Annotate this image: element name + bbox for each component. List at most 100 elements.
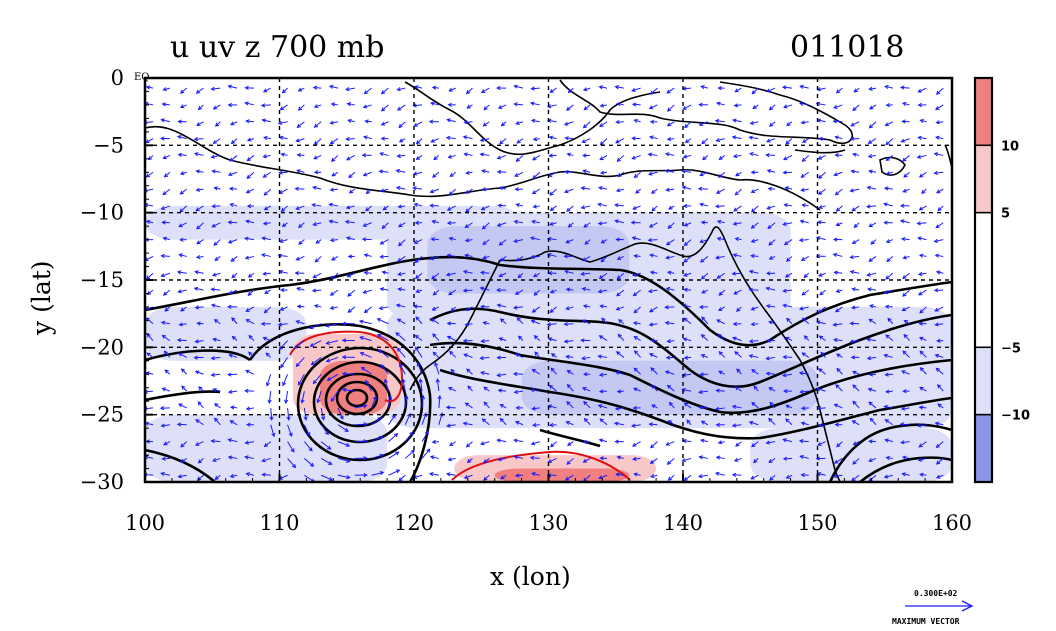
wind-vector — [580, 338, 591, 343]
wind-vector — [750, 222, 759, 229]
wind-vector — [295, 205, 305, 211]
wind-vector — [513, 238, 524, 243]
wind-vector — [363, 135, 372, 140]
wind-vector — [818, 335, 826, 341]
wind-vector — [921, 188, 927, 195]
wind-vector — [716, 319, 725, 325]
wind-vector — [799, 84, 809, 89]
colorbar: 10 5 −5 −10 — [973, 76, 1030, 484]
wind-vector — [686, 419, 692, 426]
wind-vector — [337, 457, 351, 463]
wind-vector — [597, 289, 608, 294]
wind-vector — [836, 367, 843, 375]
wind-vector — [683, 317, 692, 325]
wind-vector — [647, 237, 658, 243]
wind-vector — [615, 351, 625, 358]
wind-vector — [213, 186, 221, 191]
wind-vector — [549, 422, 557, 428]
wind-vector — [329, 238, 339, 243]
wind-vector — [516, 317, 524, 325]
wind-vector — [311, 202, 322, 208]
wind-vector — [365, 379, 373, 392]
wind-vector — [937, 384, 944, 392]
wind-vector — [750, 253, 759, 259]
wind-vector — [516, 138, 524, 144]
wind-vector — [614, 85, 624, 90]
wind-vector — [583, 417, 591, 426]
wind-vector — [446, 321, 456, 326]
wind-vector — [867, 287, 877, 292]
wind-vector — [883, 186, 893, 191]
wind-vector — [616, 102, 624, 107]
wind-vector — [817, 154, 826, 160]
wind-vector — [230, 138, 238, 145]
wind-vector — [565, 239, 574, 244]
wind-vector — [396, 87, 406, 92]
wind-vector — [371, 395, 377, 409]
wind-vector — [666, 384, 675, 392]
wind-vector — [414, 272, 423, 279]
wind-vector — [312, 185, 322, 190]
colorbar-frame — [973, 76, 994, 484]
wind-vector — [582, 457, 591, 463]
wind-vector — [447, 102, 456, 107]
wind-vector — [751, 401, 759, 409]
wind-vector — [783, 104, 793, 109]
wind-vector — [227, 171, 238, 177]
wind-vector — [917, 87, 927, 93]
wind-vector — [835, 87, 843, 94]
wind-vector — [899, 422, 910, 427]
wind-vector — [832, 252, 843, 258]
wind-vector — [365, 205, 372, 212]
wind-vector — [648, 104, 658, 110]
wind-vector — [781, 85, 793, 90]
wind-vector — [193, 355, 204, 360]
wind-vector — [246, 137, 255, 142]
wind-vector — [883, 474, 893, 479]
wind-vector — [883, 289, 893, 295]
wind-vector — [395, 303, 406, 308]
wind-vector — [529, 455, 540, 460]
wind-vector — [799, 389, 809, 394]
wind-vector — [320, 441, 332, 450]
wind-vector — [260, 103, 271, 108]
wind-vector — [563, 321, 574, 327]
wind-vector — [211, 272, 221, 277]
wind-vector — [195, 169, 204, 174]
wind-vector — [597, 404, 608, 409]
wind-vector — [160, 423, 170, 428]
wind-vector — [786, 317, 793, 325]
wind-vector — [265, 352, 272, 358]
wind-vector — [866, 204, 877, 209]
wind-vector — [496, 355, 507, 360]
wind-vector — [278, 340, 288, 351]
wind-vector — [684, 138, 692, 144]
wind-vector — [666, 270, 675, 275]
wind-vector — [284, 391, 289, 404]
wind-vector — [868, 169, 877, 174]
wind-vector — [834, 135, 843, 140]
wind-vector — [404, 431, 414, 442]
wind-vector — [798, 371, 809, 376]
wind-vector — [883, 202, 893, 207]
wind-vector — [248, 334, 255, 341]
wind-vector — [420, 394, 426, 408]
wind-vector — [598, 272, 608, 280]
wind-vector — [480, 370, 490, 376]
wind-vector — [884, 372, 893, 377]
wind-vector — [835, 222, 843, 227]
wind-vector — [346, 272, 356, 278]
wind-vector — [800, 255, 809, 261]
wind-vector — [194, 305, 204, 310]
wind-vector — [287, 458, 297, 469]
wind-vector — [766, 205, 776, 210]
wind-vector — [430, 138, 440, 143]
wind-vector — [325, 356, 339, 363]
wind-vector — [599, 121, 608, 127]
wind-vector — [580, 271, 591, 276]
wind-vector — [161, 102, 170, 107]
wind-vector — [849, 136, 860, 141]
wind-vector — [598, 335, 608, 342]
wind-vector — [450, 306, 457, 312]
wind-vector — [310, 357, 322, 366]
